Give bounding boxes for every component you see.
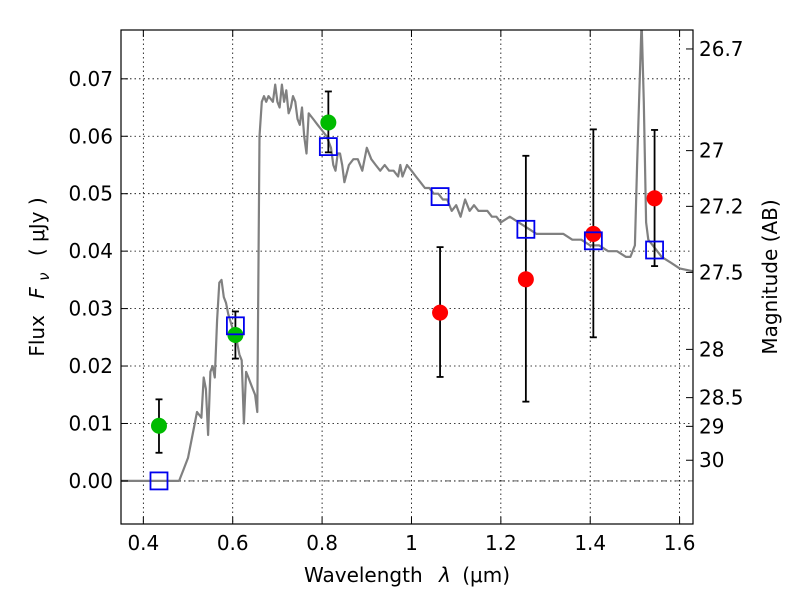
non-detection-point <box>432 304 449 321</box>
model-flux-point <box>645 240 664 260</box>
model-flux-point <box>516 219 536 239</box>
model-flux-point <box>318 137 338 157</box>
detection-point <box>320 114 337 131</box>
x-tick-label: 0.8 <box>306 531 338 555</box>
x-axis-unit: (μm) <box>462 563 510 587</box>
x-axis-title: Wavelength λ (μm) <box>304 563 510 587</box>
model-flux-point <box>225 316 245 336</box>
non-detection-point <box>517 271 534 288</box>
magnitude-tick-label: 27 <box>699 139 724 163</box>
x-tick-label: 0.6 <box>217 531 249 555</box>
spectrum-group <box>121 30 693 482</box>
magnitude-tick-label: 29 <box>699 414 724 438</box>
magnitude-tick-label: 28 <box>699 337 724 361</box>
model-flux-point <box>583 231 603 251</box>
x-tick-label: 1.2 <box>485 531 517 555</box>
y-tick-label: 0.04 <box>68 239 113 263</box>
x-tick-label: 1.6 <box>664 531 696 555</box>
x-tick-label: 0.4 <box>127 531 159 555</box>
y-tick-label: 0.06 <box>68 124 113 148</box>
non-detection-point <box>585 225 602 242</box>
model-flux-point <box>430 187 450 206</box>
detection-point <box>150 417 167 434</box>
x-tick-label: 1 <box>405 531 418 555</box>
x-axis-label: Wavelength <box>304 563 423 587</box>
y-axis-ticks: 0.00 0.01 0.02 0.03 0.04 0.05 0.06 0.07 <box>68 67 128 493</box>
y-axis-title: Flux F ν ( μJy ) <box>25 197 54 356</box>
y-axis-unit: ( μJy ) <box>25 197 49 256</box>
x-tick-label: 1.4 <box>574 531 606 555</box>
y-tick-label: 0.05 <box>68 182 113 206</box>
model-flux-point <box>149 471 169 491</box>
non-detection-point <box>646 190 663 207</box>
magnitude-tick-label: 30 <box>699 448 724 472</box>
y-tick-label: 0.03 <box>68 297 113 321</box>
magnitude-tick-label: 26.7 <box>699 37 744 61</box>
magnitude-axis-ticks: 26.7 27 27.2 27.5 28 28.5 29 30 <box>686 37 744 472</box>
y-tick-label: 0.07 <box>68 67 113 91</box>
magnitude-tick-label: 27.5 <box>699 260 744 284</box>
plot-frame <box>120 29 694 525</box>
y-tick-label: 0.01 <box>68 411 113 435</box>
magnitude-tick-label: 28.5 <box>699 386 744 410</box>
magnitude-tick-label: 27.2 <box>699 194 744 218</box>
y-axis-symbol: F <box>25 287 49 299</box>
y-tick-label: 0.00 <box>68 469 113 493</box>
plot-area <box>121 30 693 524</box>
y-tick-label: 0.02 <box>68 354 113 378</box>
model-spectrum-line <box>121 30 693 482</box>
x-axis-symbol: λ <box>438 563 451 587</box>
magnitude-axis-title: Magnitude (AB) <box>758 199 782 354</box>
y-axis-label: Flux <box>25 315 49 357</box>
data-markers <box>149 114 664 491</box>
x-axis-ticks: 0.4 0.6 0.8 1 1.2 1.4 1.6 <box>127 30 696 555</box>
y-axis-subscript: ν <box>35 272 53 280</box>
